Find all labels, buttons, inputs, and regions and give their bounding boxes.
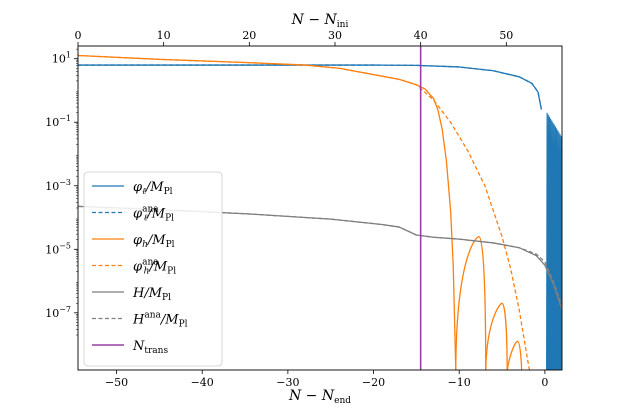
series-line-phi-h-hump-2	[485, 302, 508, 370]
top-axis-title-main: N − N	[291, 12, 338, 28]
y-tick-label: 10−3	[45, 178, 71, 193]
top-axis-title: N − Nini	[291, 12, 349, 30]
top-tick-label: 20	[242, 29, 256, 42]
y-tick-label: 10−7	[45, 305, 71, 320]
top-tick-label: 0	[75, 29, 82, 42]
axis-layer: −50 −40 −30 −20 −10 0 0 10 20 30 40 50 101 10−1 10−3 10…	[45, 29, 548, 389]
top-tick-label: 50	[499, 29, 513, 42]
y-tick-label: 10−1	[45, 114, 71, 129]
top-tick-label: 10	[157, 29, 171, 42]
x-tick-label: 0	[541, 376, 548, 389]
top-tick-label: 30	[328, 29, 342, 42]
bottom-axis-title: N − Nend	[288, 388, 351, 406]
legend-label-phi-l: φℓ/MPl	[133, 180, 173, 197]
legend-label-phi-h-ana: φana h/MPl	[133, 258, 176, 277]
x-tick-label: −10	[448, 376, 471, 389]
y-tick-label: 10−5	[45, 241, 71, 256]
legend-box	[83, 171, 223, 367]
series-line-phi-l-oscillation	[546, 112, 562, 370]
legend-label-phi-h: φh/MPl	[133, 233, 175, 250]
series-layer	[78, 46, 562, 370]
series-line-H-ana	[78, 205, 562, 307]
legend: φℓ/MPl φana ℓ/MPl φh/MPl φana h/MPl H/MPl Hana/…	[83, 171, 223, 367]
top-axis-title-sub: ini	[337, 20, 349, 30]
bottom-axis-title-main: N − N	[288, 388, 335, 404]
x-tick-label: −40	[191, 376, 214, 389]
y-tick-label: 101	[52, 51, 71, 66]
legend-label-phi-l-ana: φana ℓ/MPl	[133, 205, 174, 224]
legend-label-H-ana: Hana/MPl	[132, 311, 188, 330]
legend-label-N-trans: Ntrans	[132, 339, 168, 356]
x-tick-label: −50	[105, 376, 128, 389]
series-line-phi-l	[78, 64, 543, 110]
bottom-axis-title-sub: end	[334, 396, 351, 406]
legend-label-H: H/MPl	[132, 286, 171, 303]
top-tick-label: 40	[414, 29, 428, 42]
x-tick-label: −30	[276, 376, 299, 389]
series-line-phi-h-hump-3	[506, 340, 523, 370]
x-tick-label: −20	[362, 376, 385, 389]
series-line-phi-h-hump-1	[455, 235, 487, 370]
